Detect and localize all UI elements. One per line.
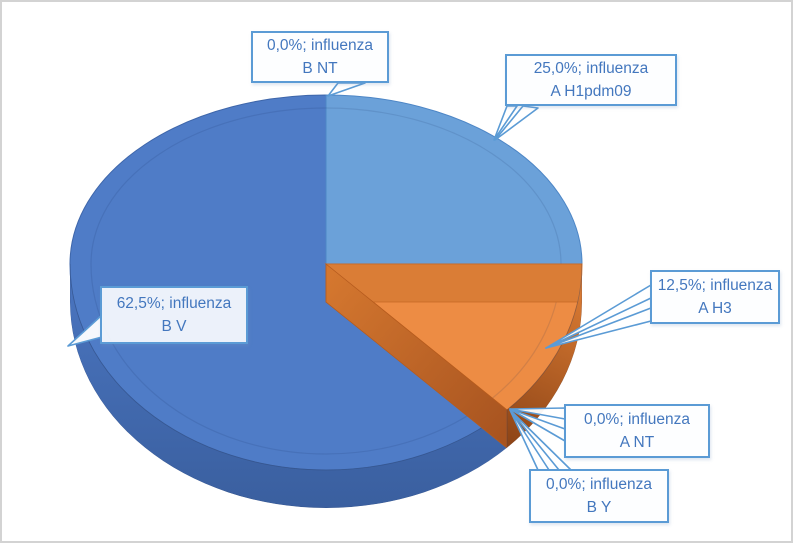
pie-3d [69,94,583,508]
pointer-b-nt [327,82,366,97]
callout-line: A H3 [698,300,732,317]
callout-line: 0,0%; influenza [584,411,690,428]
callout-influenza-b-y: 0,0%; influenza B Y [529,469,669,523]
callout-line: 62,5%; influenza [116,295,232,312]
pie-slice-influenza-a-h1pdm09 [325,94,583,265]
callout-line: A H1pdm09 [550,83,632,100]
callout-line: A NT [619,434,655,451]
callout-line: 12,5%; influenza [657,277,773,294]
callout-line: B Y [586,499,612,516]
pointer-a-h1pdm09-2 [494,105,539,141]
callout-line: 25,0%; influenza [533,60,649,77]
callout-influenza-a-h3: 12,5%; influenza A H3 [650,270,780,324]
pointer-a-h1pdm09 [493,105,518,141]
callout-line: B V [161,318,187,335]
callout-line: 0,0%; influenza [267,37,373,54]
callout-influenza-a-nt: 0,0%; influenza A NT [564,404,710,458]
callout-influenza-a-h1pdm09: 25,0%; influenza A H1pdm09 [505,54,677,106]
callout-influenza-b-nt: 0,0%; influenza B NT [251,31,389,83]
callout-line: B NT [302,60,338,77]
callout-line: 0,0%; influenza [546,476,652,493]
callout-influenza-b-v: 62,5%; influenza B V [100,286,248,344]
